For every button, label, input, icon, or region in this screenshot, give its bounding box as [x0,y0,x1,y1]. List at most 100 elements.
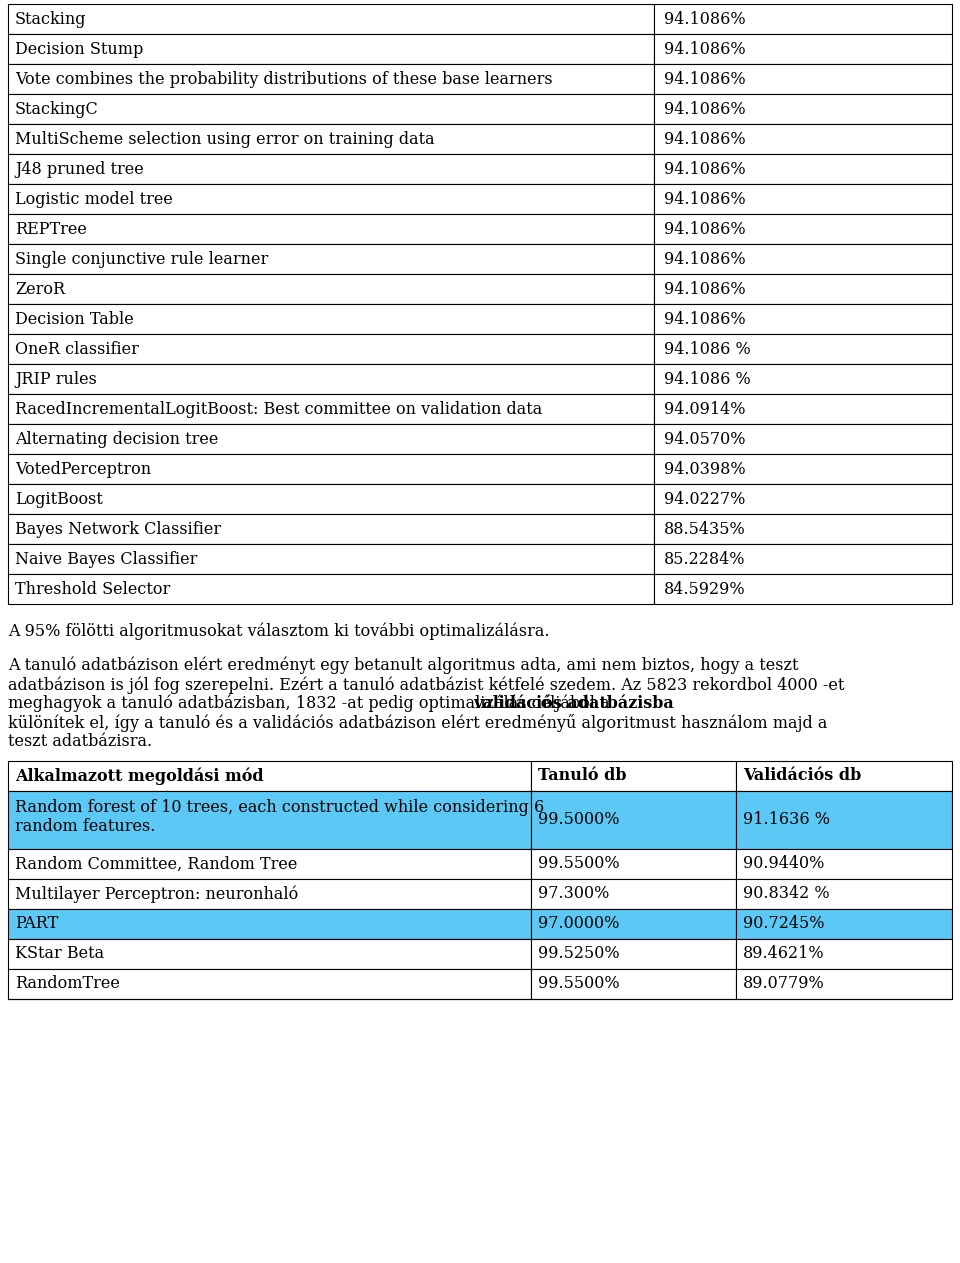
Bar [8,394,654,424]
Text: 84.5929%: 84.5929% [664,581,746,597]
Text: Random Committee, Random Tree: Random Committee, Random Tree [15,855,298,873]
Bar [8,484,654,514]
Text: validációs adatbázisba: validációs adatbázisba [473,695,675,712]
Bar [654,184,952,213]
Text: Multilayer Perceptron: neuronhaló: Multilayer Perceptron: neuronhaló [15,885,299,903]
Text: 94.1086%: 94.1086% [664,221,746,237]
Text: 94.1086%: 94.1086% [664,101,746,117]
Bar [654,484,952,514]
Bar [654,394,952,424]
Text: Stacking: Stacking [15,10,86,28]
Text: PART: PART [15,916,59,932]
Bar [8,791,531,849]
Text: 97.300%: 97.300% [538,885,610,903]
Text: adatbázison is jól fog szerepelni. Ezért a tanuló adatbázist kétfelé szedem. Az : adatbázison is jól fog szerepelni. Ezért… [8,676,845,693]
Text: Bayes Network Classifier: Bayes Network Classifier [15,520,221,538]
Text: 94.1086%: 94.1086% [664,40,746,58]
Bar [654,244,952,274]
Text: 94.1086%: 94.1086% [664,191,746,207]
Bar [8,213,654,244]
Text: 90.8342 %: 90.8342 % [743,885,829,903]
Bar [654,213,952,244]
Text: különítek el, így a tanuló és a validációs adatbázison elért eredményű algoritmu: különítek el, így a tanuló és a validáci… [8,714,828,733]
Bar [654,514,952,544]
Bar [8,274,654,304]
Bar [8,34,654,64]
Text: 90.7245%: 90.7245% [743,916,825,932]
Text: 89.4621%: 89.4621% [743,946,825,962]
Bar [8,849,531,879]
Bar [654,424,952,453]
Bar [8,244,654,274]
Bar [531,909,736,938]
Bar [531,969,736,999]
Text: Logistic model tree: Logistic model tree [15,191,173,207]
Bar [736,938,952,969]
Text: 99.5000%: 99.5000% [538,812,619,829]
Text: 94.1086%: 94.1086% [664,311,746,327]
Bar [8,453,654,484]
Text: Vote combines the probability distributions of these base learners: Vote combines the probability distributi… [15,71,553,87]
Bar [8,514,654,544]
Text: Validációs db: Validációs db [743,768,861,784]
Bar [8,424,654,453]
Bar [654,544,952,573]
Bar [654,304,952,333]
Bar [654,154,952,184]
Bar [531,791,736,849]
Text: REPTree: REPTree [15,221,86,237]
Text: 94.1086%: 94.1086% [664,130,746,148]
Text: Tanuló db: Tanuló db [538,768,627,784]
Text: RacedIncrementalLogitBoost: Best committee on validation data: RacedIncrementalLogitBoost: Best committ… [15,400,542,418]
Bar [654,124,952,154]
Text: Naive Bayes Classifier: Naive Bayes Classifier [15,551,198,567]
Bar [531,762,736,791]
Text: 99.5500%: 99.5500% [538,855,619,873]
Bar [8,154,654,184]
Text: 94.1086%: 94.1086% [664,10,746,28]
Text: 94.0398%: 94.0398% [664,461,746,477]
Text: 94.1086 %: 94.1086 % [664,341,751,357]
Bar [8,909,531,938]
Text: LogitBoost: LogitBoost [15,490,103,508]
Text: KStar Beta: KStar Beta [15,946,104,962]
Text: A tanuló adatbázison elért eredményt egy betanult algoritmus adta, ami nem bizto: A tanuló adatbázison elért eredményt egy… [8,657,799,674]
Bar [736,969,952,999]
Text: A 95% fölötti algoritmusokat választom ki további optimalizálásra.: A 95% fölötti algoritmusokat választom k… [8,621,549,639]
Text: 97.0000%: 97.0000% [538,916,619,932]
Text: Threshold Selector: Threshold Selector [15,581,170,597]
Text: VotedPerceptron: VotedPerceptron [15,461,151,477]
Bar [8,364,654,394]
Bar [8,544,654,573]
Bar [654,573,952,604]
Text: Alkalmazott megoldási mód: Alkalmazott megoldási mód [15,767,264,784]
Bar [736,849,952,879]
Bar [654,453,952,484]
Bar [654,93,952,124]
Bar [736,762,952,791]
Text: 91.1636 %: 91.1636 % [743,812,830,829]
Bar [654,333,952,364]
Bar [654,364,952,394]
Text: 88.5435%: 88.5435% [664,520,746,538]
Bar [736,791,952,849]
Text: 94.1086%: 94.1086% [664,250,746,268]
Bar [736,879,952,909]
Text: random features.: random features. [15,818,156,835]
Bar [531,938,736,969]
Text: 94.1086 %: 94.1086 % [664,370,751,388]
Bar [531,879,736,909]
Bar [8,124,654,154]
Bar [8,573,654,604]
Bar [8,969,531,999]
Text: 94.0227%: 94.0227% [664,490,745,508]
Text: 94.1086%: 94.1086% [664,160,746,178]
Text: 94.1086%: 94.1086% [664,280,746,298]
Text: 90.9440%: 90.9440% [743,855,825,873]
Text: Decision Table: Decision Table [15,311,133,327]
Bar [8,64,654,93]
Text: 94.0570%: 94.0570% [664,431,746,447]
Bar [654,34,952,64]
Text: 94.1086%: 94.1086% [664,71,746,87]
Bar [8,333,654,364]
